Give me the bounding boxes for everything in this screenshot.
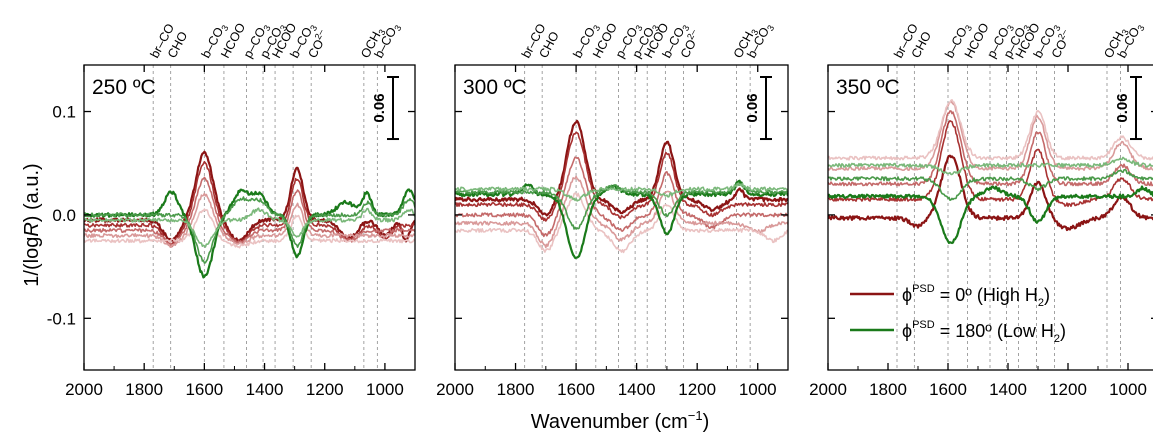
series-group <box>828 99 1153 245</box>
series-line <box>455 131 788 222</box>
panel-title: 250 ºC <box>92 76 156 99</box>
legend: ϕPSD = 0º (High H2) ϕPSD = 180º (Low H2) <box>850 283 1066 345</box>
x-tick-label: 1600 <box>929 380 967 399</box>
x-tick-label: 1000 <box>1109 380 1147 399</box>
plot-frame <box>454 64 789 371</box>
series-line <box>84 150 415 243</box>
series-line <box>828 99 1153 161</box>
y-tick-label: 0.1 <box>52 103 76 122</box>
scale-bar: 0.06 <box>1114 76 1142 141</box>
legend-label: ϕPSD = 180º (Low H2) <box>902 319 1066 345</box>
x-tick-label: 1400 <box>989 380 1027 399</box>
series-line <box>828 110 1153 187</box>
x-tick-label: 1800 <box>497 380 535 399</box>
series-line <box>455 156 788 238</box>
x-tick-label: 1200 <box>306 380 344 399</box>
scale-bar: 0.06 <box>371 76 399 141</box>
plot-frame <box>827 64 1153 371</box>
x-tick-label: 1000 <box>366 380 404 399</box>
scale-bar-label: 0.06 <box>1114 93 1131 122</box>
x-tick-label: 1800 <box>125 380 163 399</box>
x-tick-label: 1800 <box>869 380 907 399</box>
x-tick-label: 1400 <box>618 380 656 399</box>
y-tick-label: -0.1 <box>47 309 76 328</box>
series-group <box>455 119 788 259</box>
series-line <box>455 182 788 202</box>
series-line <box>84 207 415 248</box>
x-tick-label: 1000 <box>739 380 777 399</box>
y-axis-label: 1/(logR) (a.u.) <box>21 163 43 286</box>
series-line <box>84 176 415 248</box>
x-tick-label: 1600 <box>185 380 223 399</box>
legend-label: ϕPSD = 0º (High H2) <box>902 283 1050 309</box>
series-line <box>84 196 415 264</box>
x-tick-label: 1200 <box>678 380 716 399</box>
series-line <box>828 154 1153 232</box>
x-axis-label: Wavenumber (cm−1) <box>531 408 710 433</box>
series-line <box>828 168 1153 201</box>
series-line <box>84 192 415 248</box>
x-tick-label: 2000 <box>65 380 103 399</box>
panel-title: 300 ºC <box>463 76 527 99</box>
scale-bar-label: 0.06 <box>744 93 761 122</box>
x-tick-label: 1200 <box>1049 380 1087 399</box>
series-line <box>455 192 788 254</box>
x-tick-label: 1400 <box>246 380 284 399</box>
x-tick-label: 2000 <box>436 380 474 399</box>
series-line <box>455 119 788 217</box>
series-group <box>84 150 415 279</box>
series-line <box>828 156 1153 176</box>
series-line <box>455 175 788 249</box>
y-tick-label: 0.0 <box>52 206 76 225</box>
series-line <box>828 185 1153 245</box>
scale-bar: 0.06 <box>744 76 772 141</box>
x-tick-label: 1600 <box>557 380 595 399</box>
scale-bar-label: 0.06 <box>371 93 388 122</box>
series-line <box>84 208 415 249</box>
plot-frame <box>83 64 416 371</box>
x-tick-label: 2000 <box>809 380 847 399</box>
panel-title: 350 ºC <box>836 76 900 99</box>
